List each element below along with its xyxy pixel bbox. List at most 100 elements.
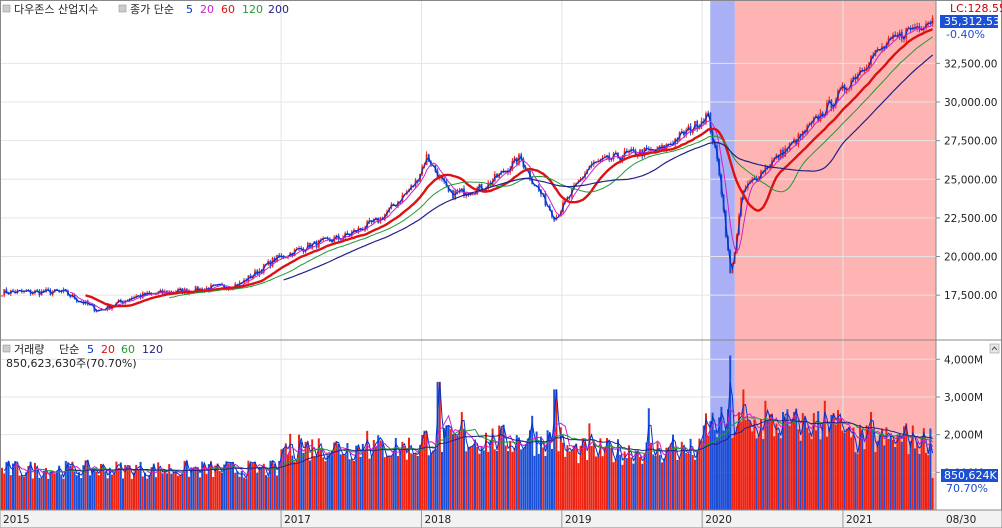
x-tick-label: 2017 xyxy=(284,514,311,526)
panel-menu-icon[interactable] xyxy=(2,4,11,13)
volume-bar xyxy=(817,411,820,510)
volume-ma5: 5 xyxy=(87,343,94,356)
volume-bar xyxy=(183,460,186,510)
volume-bar xyxy=(130,478,133,510)
volume-bar xyxy=(357,444,360,510)
last-price-label: 35,312.53 xyxy=(944,15,1000,28)
volume-bar xyxy=(658,455,661,510)
volume-bar xyxy=(865,425,868,510)
volume-bar xyxy=(661,462,663,510)
volume-bar xyxy=(691,454,694,510)
volume-bar xyxy=(247,460,250,510)
volume-bar xyxy=(878,435,881,510)
vol-ma5-line xyxy=(3,381,934,480)
ma200-line xyxy=(283,54,933,281)
volume-bar xyxy=(562,442,564,510)
volume-bar xyxy=(302,452,305,510)
volume-bar xyxy=(876,440,879,510)
volume-bar xyxy=(784,417,787,510)
x-tick-label: 2019 xyxy=(565,514,592,526)
volume-bar xyxy=(7,461,10,510)
ma20-line xyxy=(70,24,933,311)
volume-bar xyxy=(100,464,102,510)
volume-bar xyxy=(438,381,441,510)
volume-bar xyxy=(280,449,283,510)
gridlines xyxy=(0,0,936,510)
volume-bar xyxy=(678,457,681,510)
volume-bar xyxy=(667,447,670,510)
volume-bar xyxy=(790,420,793,510)
x-axis-labels: 2015 2017 2018 2019 2020 2021 08/30 xyxy=(0,510,976,528)
volume-bar xyxy=(529,430,531,510)
volume-bar xyxy=(916,441,919,510)
volume-bar xyxy=(18,475,21,510)
volume-bar xyxy=(163,470,166,510)
volume-bar xyxy=(196,467,199,510)
volume-bar xyxy=(744,419,747,510)
volume-bar xyxy=(799,440,802,510)
volume-bar xyxy=(883,445,886,510)
candle-body xyxy=(931,17,934,24)
volume-bar xyxy=(249,463,252,510)
volume-bar xyxy=(75,475,78,510)
volume-menu-icon[interactable] xyxy=(2,344,11,353)
volume-bar xyxy=(863,449,866,510)
volume-bar xyxy=(278,460,281,510)
x-tick-label: 2018 xyxy=(424,514,451,526)
volume-bar xyxy=(546,430,549,510)
volume-bar xyxy=(487,451,490,510)
volume-bar xyxy=(779,438,782,510)
volume-bar xyxy=(801,413,804,510)
volume-bar xyxy=(848,426,850,510)
volume-bar xyxy=(256,472,259,510)
volume-bar xyxy=(656,442,659,510)
volume-bar xyxy=(654,455,657,510)
volume-bar xyxy=(309,460,311,510)
volume-bar xyxy=(665,447,668,510)
volume-bar xyxy=(60,474,63,510)
volume-bar xyxy=(159,470,162,510)
price-ma200: 200 xyxy=(268,3,289,16)
volume-bar xyxy=(324,461,327,510)
volume-bar xyxy=(702,425,705,510)
price-tick-label: 30,000.00 xyxy=(944,97,997,109)
volume-bar xyxy=(507,451,509,510)
price-ma5: 5 xyxy=(186,3,193,16)
volume-bar xyxy=(861,433,864,510)
volume-bar xyxy=(416,455,419,510)
volume-bar xyxy=(337,444,340,510)
volume-bar xyxy=(689,438,692,510)
candle-body xyxy=(1,295,3,297)
volume-bar xyxy=(841,430,844,510)
vol-ma120-line xyxy=(65,419,933,472)
volume-bar xyxy=(452,434,454,510)
volume-bar xyxy=(104,471,107,510)
volume-bar xyxy=(544,455,547,510)
volume-bar xyxy=(610,447,613,510)
volume-bar xyxy=(892,439,894,510)
volume-bar xyxy=(251,462,254,510)
volume-bar xyxy=(742,389,745,510)
volume-bar xyxy=(471,445,474,510)
volume-bar xyxy=(650,442,652,510)
price-ma60: 60 xyxy=(221,3,235,16)
volume-bar xyxy=(557,451,560,510)
volume-bar xyxy=(430,452,432,510)
volume-bar xyxy=(502,424,505,510)
chevron-up-icon xyxy=(991,346,998,351)
change-pct-label: -0.40% xyxy=(946,28,985,41)
volume-bar xyxy=(148,475,151,510)
x-tick-label: 2015 xyxy=(3,514,30,526)
volume-bar xyxy=(586,460,589,510)
volume-bar xyxy=(245,478,248,510)
volume-bar xyxy=(595,456,597,510)
volume-bar xyxy=(388,456,391,510)
volume-bar xyxy=(467,446,470,510)
volume-bar xyxy=(643,453,646,510)
volume-bar xyxy=(403,445,406,510)
volume-bar xyxy=(445,425,448,510)
ma-menu-icon[interactable] xyxy=(118,4,127,13)
volume-bar xyxy=(449,429,452,510)
panel-collapse-icon[interactable] xyxy=(989,343,1000,354)
volume-bar xyxy=(146,478,149,510)
